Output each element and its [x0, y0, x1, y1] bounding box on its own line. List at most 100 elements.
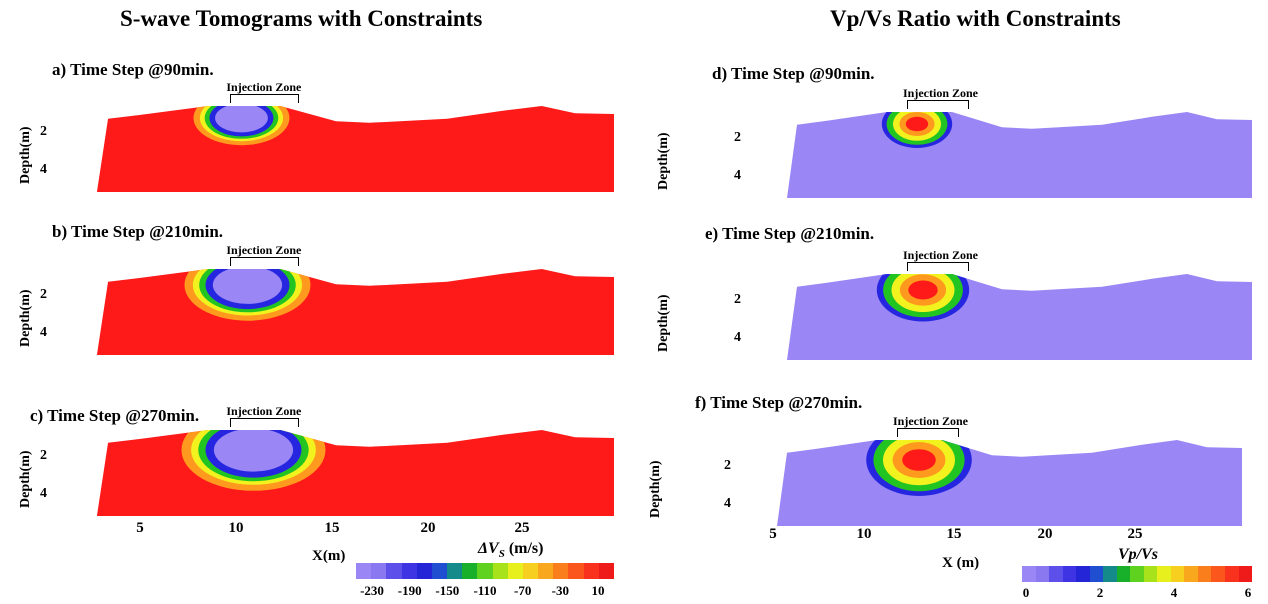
colorbar-swatch	[477, 563, 493, 579]
left-x-axis-label: X(m)	[312, 548, 346, 564]
y-axis-label-e: Depth(m)	[656, 294, 671, 352]
colorbar-swatch	[598, 563, 614, 579]
panel-title-b: b) Time Step @210min.	[52, 222, 224, 241]
tomogram-a	[96, 106, 615, 192]
y-axis-label-a: Depth(m)	[18, 126, 33, 184]
colorbar-swatch	[1184, 566, 1198, 582]
colorbar-swatch	[553, 563, 569, 579]
colorbar-swatch	[447, 563, 463, 579]
left-colorbar-title: ΔVS (m/s)	[478, 540, 544, 561]
colorbar-swatch	[1157, 566, 1171, 582]
tomogram-b	[96, 269, 615, 355]
terrain-fill	[96, 106, 615, 192]
y-tick-d: 4	[734, 168, 741, 183]
colorbar-swatch	[568, 563, 584, 579]
y-axis-label-c: Depth(m)	[18, 450, 33, 508]
terrain-fill	[777, 440, 1242, 526]
colorbar-swatch	[507, 563, 523, 579]
colorbar-swatch	[583, 563, 599, 579]
left-colorbar	[356, 563, 614, 579]
y-tick-c: 2	[40, 448, 47, 463]
left-x-tick: 20	[420, 520, 436, 536]
anomaly-contour	[908, 280, 938, 300]
y-tick-e: 2	[734, 292, 741, 307]
injection-zone-label: Injection Zone	[893, 414, 968, 428]
y-tick-d: 2	[734, 130, 741, 145]
colorbar-tick: 4	[1170, 585, 1178, 600]
colorbar-tick: -230	[360, 583, 384, 598]
right-colorbar	[1022, 566, 1253, 582]
colorbar-swatch	[1103, 566, 1117, 582]
anomaly-contour	[213, 430, 294, 472]
right-x-tick: 25	[1127, 526, 1143, 542]
right-x-tick: 15	[946, 526, 962, 542]
left-x-tick: 25	[514, 520, 530, 536]
colorbar-tick: -150	[435, 583, 460, 598]
colorbar-swatch	[1130, 566, 1144, 582]
right-colorbar-title: Vp/Vs	[1118, 546, 1159, 563]
colorbar-swatch	[1076, 566, 1090, 582]
tomogram-d	[787, 112, 1252, 198]
colorbar-swatch	[1224, 566, 1239, 582]
y-axis-label-d: Depth(m)	[656, 132, 671, 190]
colorbar-swatch	[1211, 566, 1225, 582]
right-x-tick: 10	[856, 526, 872, 542]
injection-zone-label: Injection Zone	[226, 404, 302, 418]
panel-title-e: e) Time Step @210min.	[705, 224, 875, 243]
colorbar-swatch	[1022, 566, 1036, 582]
tomogram-c	[96, 430, 615, 516]
colorbar-tick: 6	[1244, 585, 1252, 600]
colorbar-swatch	[371, 563, 387, 579]
colorbar-swatch	[1089, 566, 1104, 582]
y-axis-label-b: Depth(m)	[18, 289, 33, 347]
colorbar-swatch	[462, 563, 478, 579]
injection-zone-label: Injection Zone	[226, 80, 302, 94]
colorbar-swatch	[1170, 566, 1185, 582]
y-tick-b: 4	[40, 325, 47, 340]
right-x-tick: 20	[1037, 526, 1053, 542]
colorbar-swatch	[1035, 566, 1050, 582]
left-x-tick: 15	[324, 520, 340, 536]
y-tick-a: 2	[40, 124, 47, 139]
injection-zone-bracket	[230, 257, 300, 266]
colorbar-swatch	[416, 563, 432, 579]
anomaly-contour	[902, 449, 936, 471]
tomogram-f	[777, 440, 1242, 526]
panel-title-f: f) Time Step @270min.	[695, 393, 863, 412]
terrain-fill	[787, 274, 1252, 360]
anomaly-contour	[212, 269, 283, 304]
injection-zone-bracket	[230, 94, 300, 103]
anomaly-contour	[215, 106, 268, 133]
colorbar-swatch	[1197, 566, 1212, 582]
panel-title-a: a) Time Step @90min.	[52, 60, 214, 79]
left-x-tick: 10	[228, 520, 244, 536]
y-tick-c: 4	[40, 486, 47, 501]
y-tick-b: 2	[40, 287, 47, 302]
panel-title-d: d) Time Step @90min.	[712, 64, 875, 83]
y-tick-f: 4	[724, 496, 731, 511]
colorbar-tick: 0	[1022, 585, 1030, 600]
injection-zone-label: Injection Zone	[226, 243, 302, 257]
colorbar-tick: 10	[591, 583, 605, 598]
y-tick-a: 4	[40, 162, 47, 177]
anomaly-contour	[905, 116, 929, 132]
terrain-fill	[96, 269, 615, 355]
panel-title-c: c) Time Step @270min.	[30, 406, 200, 425]
terrain-fill	[96, 430, 615, 516]
colorbar-swatch	[386, 563, 402, 579]
injection-zone-bracket	[907, 262, 969, 271]
y-axis-label-f: Depth(m)	[648, 460, 663, 518]
colorbar-tick: -110	[473, 583, 497, 598]
colorbar-swatch	[401, 563, 417, 579]
terrain-fill	[787, 112, 1252, 198]
colorbar-swatch	[522, 563, 539, 579]
colorbar-swatch	[1143, 566, 1158, 582]
y-tick-f: 2	[724, 458, 731, 473]
colorbar-swatch	[1116, 566, 1131, 582]
left-x-tick: 5	[136, 520, 144, 536]
colorbar-swatch	[1062, 566, 1077, 582]
tomogram-e	[787, 274, 1252, 360]
colorbar-tick: -30	[551, 583, 569, 598]
left-column-title: S-wave Tomograms with Constraints	[120, 6, 483, 31]
injection-zone-label: Injection Zone	[903, 86, 978, 100]
